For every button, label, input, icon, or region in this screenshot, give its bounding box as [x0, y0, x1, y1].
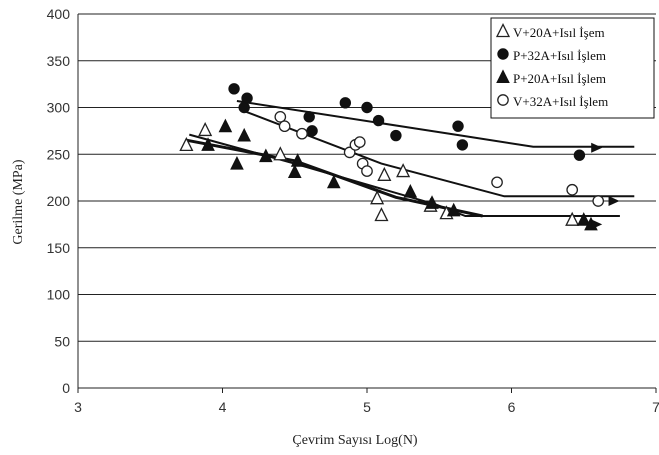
runout-arrow-1 [591, 142, 603, 153]
point-s3-12 [576, 212, 591, 226]
point-s3-9 [403, 184, 418, 198]
point-s4-9 [491, 176, 503, 189]
legend-label-1: V+20A+Isıl İşem [513, 25, 605, 40]
y-axis-title: Gerilme (MPa) [11, 159, 26, 244]
point-s2-4 [303, 111, 315, 123]
point-s2-6 [339, 97, 352, 109]
point-s2-2 [241, 92, 253, 104]
y-tick-0: 0 [62, 380, 70, 396]
point-s2-12 [573, 149, 586, 161]
point-s2-8 [372, 114, 385, 127]
y-tick-300: 300 [47, 100, 71, 116]
point-s1-6 [377, 166, 392, 181]
point-s1-1 [179, 136, 194, 152]
x-tick-7: 7 [652, 399, 659, 415]
legend-label-3: P+20A+Isıl İşlem [513, 71, 606, 86]
y-tick-100: 100 [47, 287, 71, 303]
tick-labels: 0 50 100 150 200 250 300 350 400 3 4 5 6 7 [47, 6, 659, 415]
legend-marker-2 [497, 48, 509, 60]
point-s4-3 [296, 127, 308, 140]
point-s1-2 [198, 121, 213, 137]
point-s3-11 [446, 202, 461, 217]
point-s4-6 [353, 136, 366, 148]
point-s4-10 [566, 183, 579, 196]
point-s3-4 [237, 127, 251, 142]
point-s3-10 [425, 195, 439, 209]
point-s1-7 [396, 163, 411, 178]
point-s1-4 [370, 190, 385, 205]
data-points [179, 83, 620, 231]
point-s3-2 [218, 118, 233, 133]
legend-label-2: P+32A+Isıl İşlem [513, 48, 606, 63]
point-s2-9 [390, 129, 402, 142]
x-tick-4: 4 [219, 399, 227, 415]
trend-line-3 [186, 138, 483, 218]
axes [77, 14, 657, 393]
x-tick-3: 3 [74, 399, 82, 415]
point-s1-10 [565, 211, 580, 226]
y-tick-400: 400 [47, 6, 71, 22]
point-s2-1 [228, 83, 240, 95]
legend-box [490, 17, 655, 119]
point-s2-11 [456, 139, 469, 151]
y-tick-200: 200 [47, 193, 71, 209]
trend-line-2 [236, 100, 635, 148]
y-tick-250: 250 [47, 146, 71, 162]
point-s3-3 [230, 155, 244, 170]
point-s2-10 [452, 120, 464, 132]
point-s2-3 [238, 101, 250, 114]
point-s3-7 [290, 153, 305, 167]
legend-marker-3 [496, 69, 510, 83]
point-s4-11 [592, 195, 605, 207]
point-s1-5 [374, 207, 389, 222]
runout-arrow-3 [591, 219, 603, 230]
point-s3-1 [201, 137, 215, 151]
point-s2-7 [361, 101, 373, 114]
trend-lines [186, 100, 635, 218]
legend-marker-1 [495, 23, 511, 38]
legend-marker-4 [497, 94, 509, 106]
point-s4-2 [278, 120, 291, 133]
runout-arrow-2 [608, 196, 620, 206]
x-tick-5: 5 [363, 399, 371, 415]
point-s1-3 [273, 146, 288, 161]
point-s3-6 [287, 164, 302, 179]
point-s4-8 [361, 165, 373, 177]
point-s3-5 [259, 148, 273, 163]
point-s2-5 [306, 125, 318, 137]
y-tick-50: 50 [54, 333, 70, 349]
trend-line-4 [239, 108, 635, 198]
x-tick-6: 6 [508, 399, 516, 415]
y-tick-150: 150 [47, 240, 71, 256]
legend-label-4: V+32A+Isıl İşlem [513, 94, 608, 109]
legend: V+20A+Isıl İşem P+32A+Isıl İşlem P+20A+I… [490, 17, 655, 119]
point-s4-1 [274, 111, 287, 123]
x-axis-title: Çevrim Sayısı Log(N) [292, 433, 418, 448]
y-tick-350: 350 [47, 53, 71, 69]
point-s3-8 [326, 174, 341, 189]
